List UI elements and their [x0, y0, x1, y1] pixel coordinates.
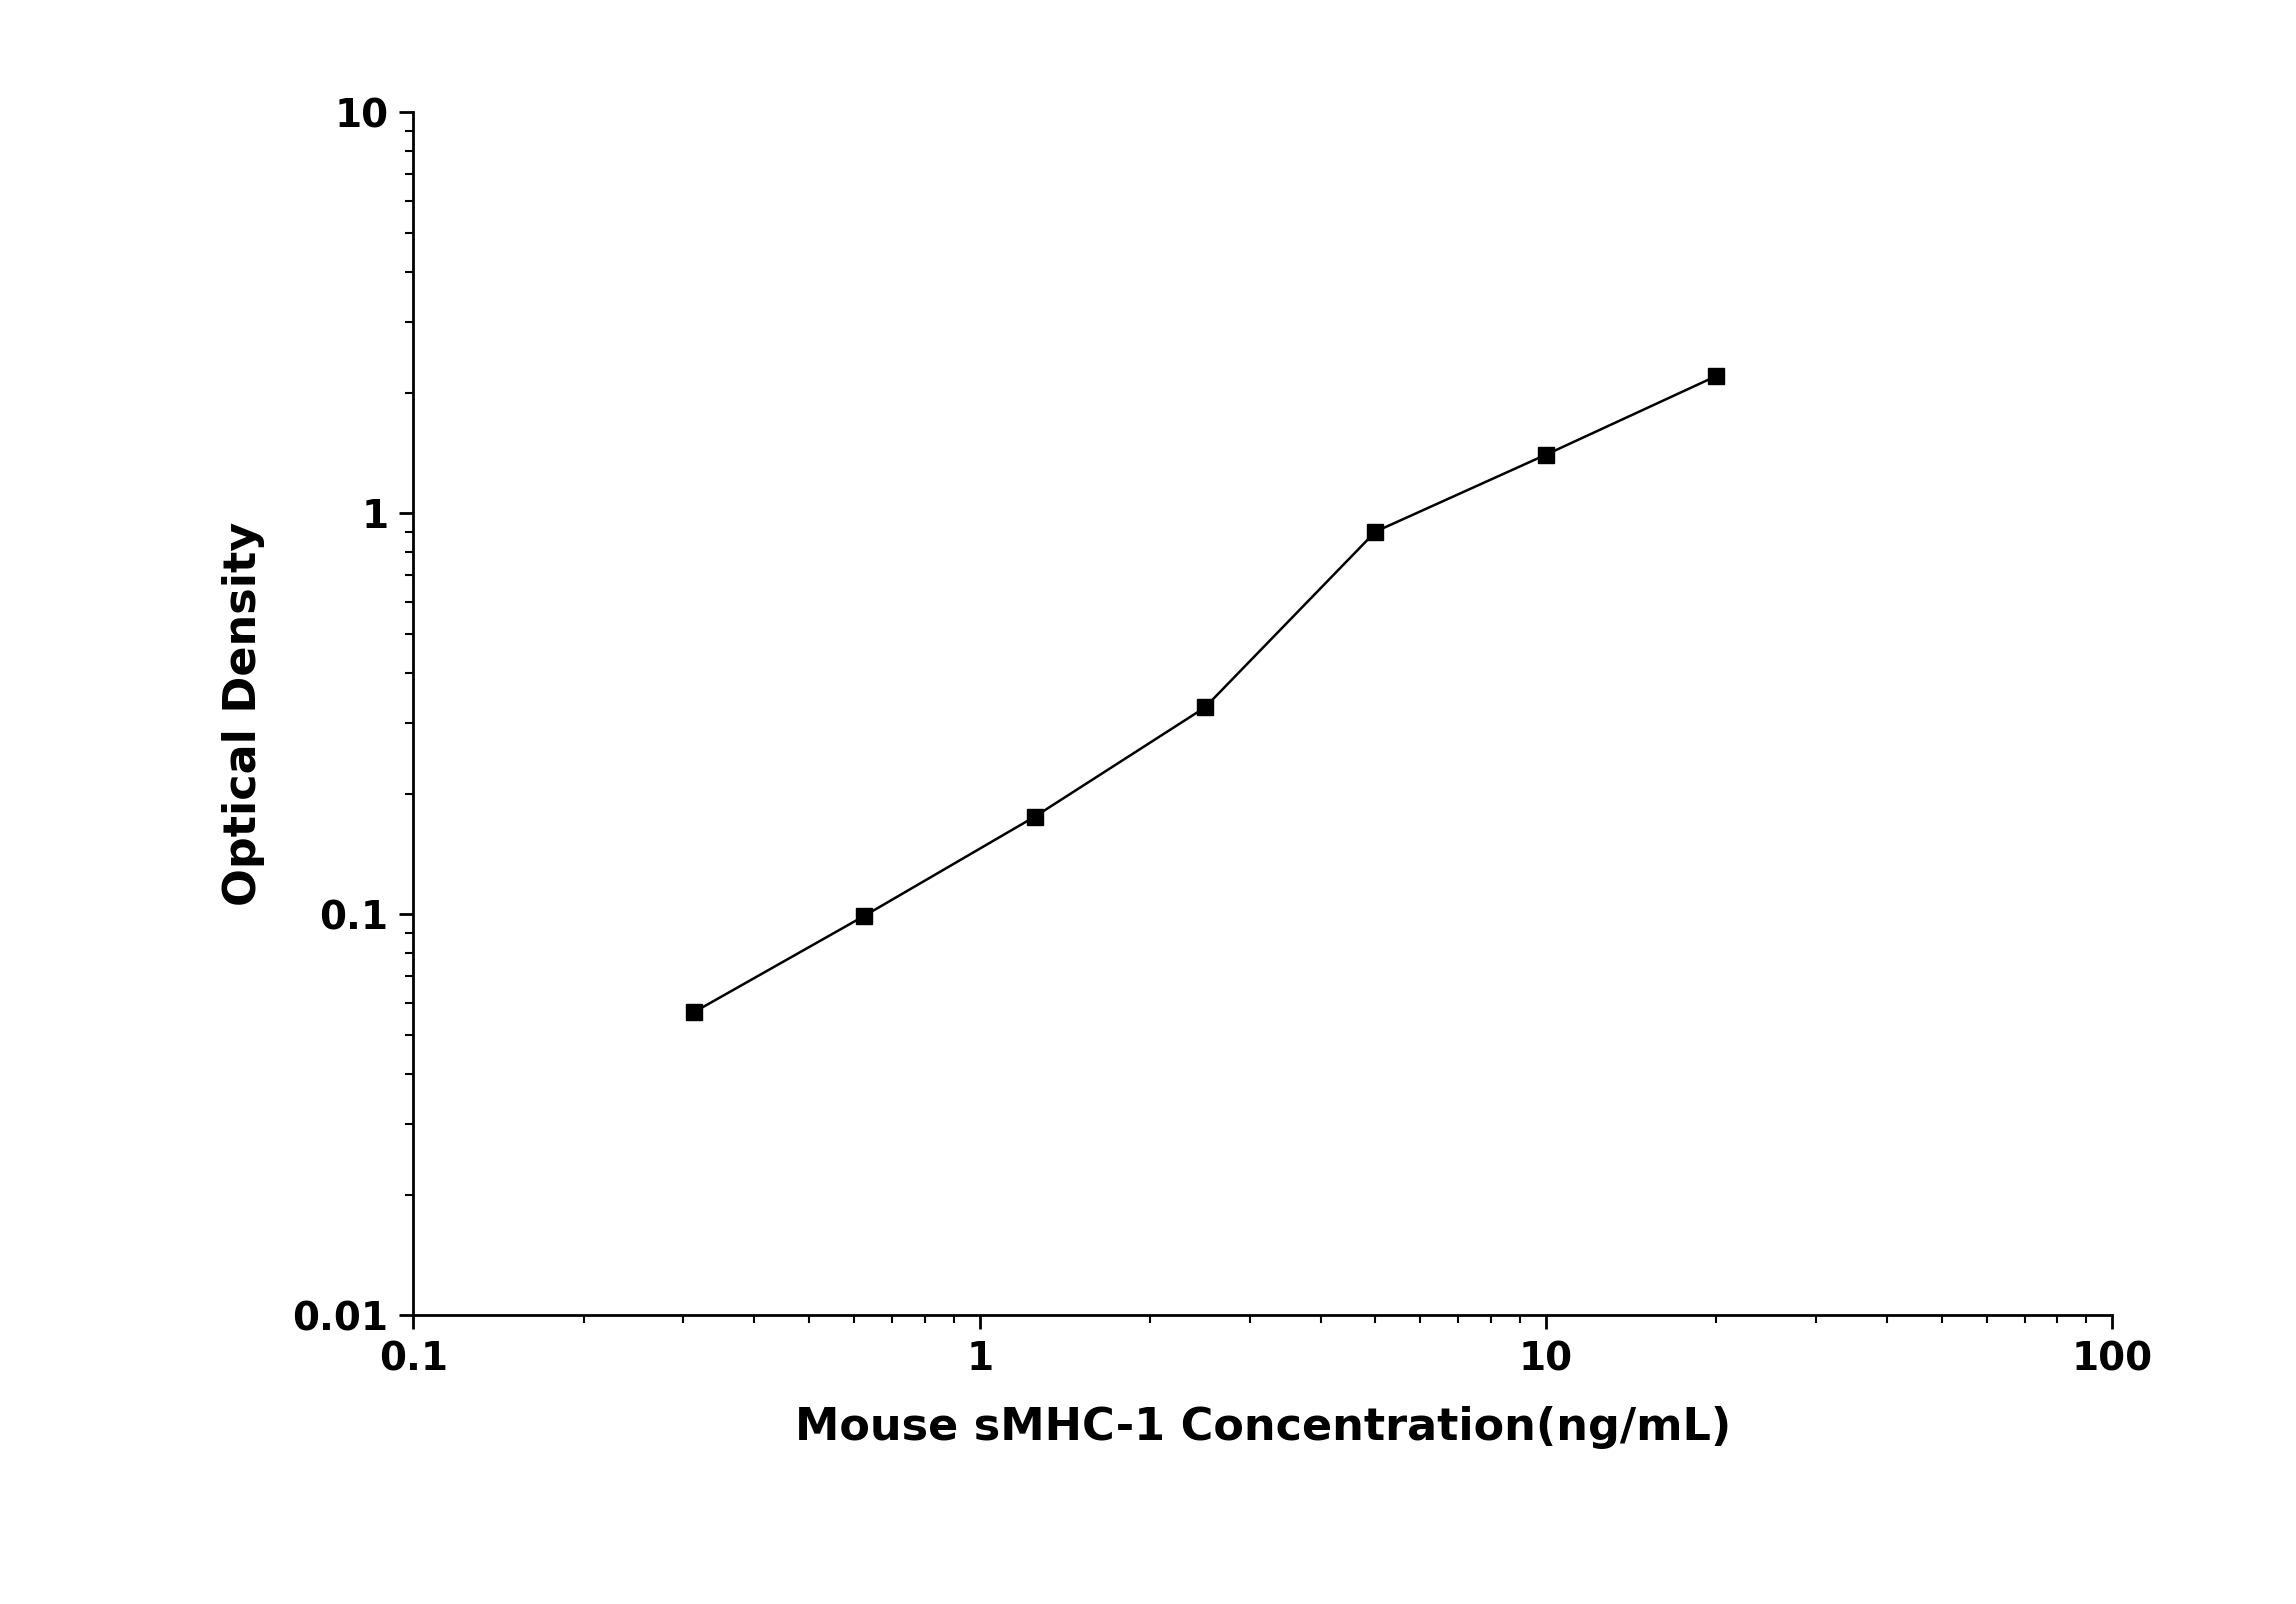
Y-axis label: Optical Density: Optical Density [220, 521, 264, 906]
X-axis label: Mouse sMHC-1 Concentration(ng/mL): Mouse sMHC-1 Concentration(ng/mL) [794, 1407, 1731, 1448]
